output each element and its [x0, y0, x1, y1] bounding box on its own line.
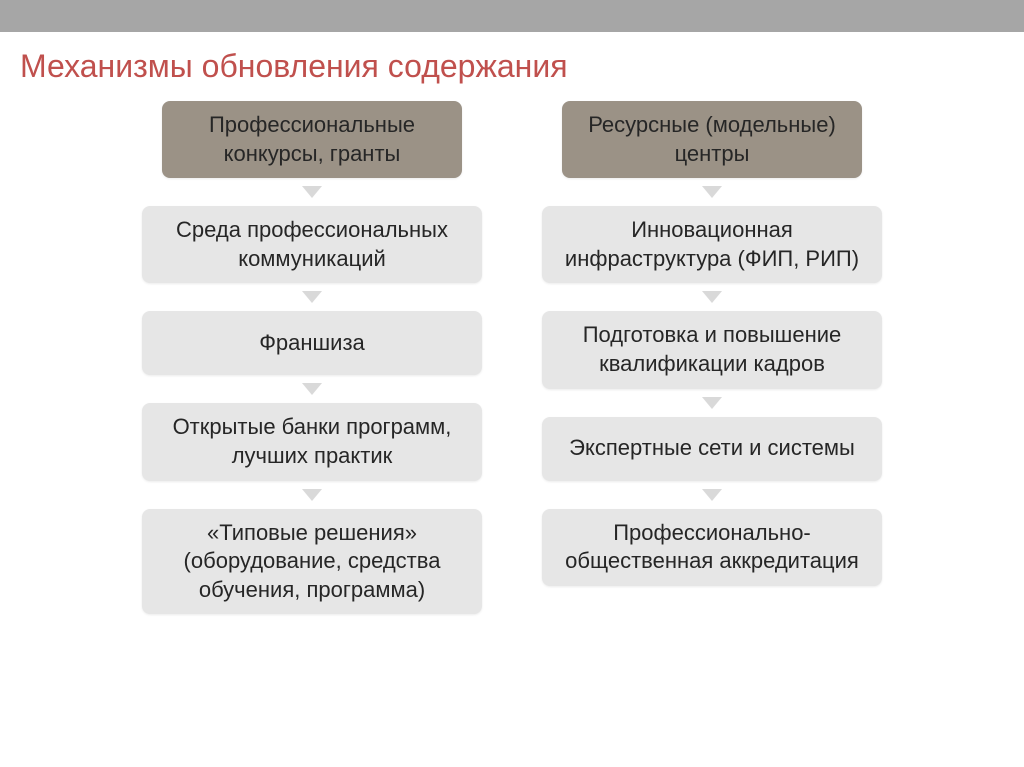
arrow-down-icon	[702, 397, 722, 409]
flow-box: Среда профессиональных коммуникаций	[142, 206, 482, 283]
arrow-down-icon	[702, 186, 722, 198]
top-bar	[0, 0, 1024, 32]
flow-box: Открытые банки программ, лучших практик	[142, 403, 482, 480]
flow-box: Экспертные сети и системы	[542, 417, 882, 481]
arrow-down-icon	[702, 489, 722, 501]
diagram-content: Профессиональные конкурсы, гранты Среда …	[0, 93, 1024, 634]
arrow-down-icon	[302, 489, 322, 501]
head-box: Профессиональные конкурсы, гранты	[162, 101, 462, 178]
flow-box: Инновационная инфраструктура (ФИП, РИП)	[542, 206, 882, 283]
arrow-down-icon	[302, 383, 322, 395]
head-box: Ресурсные (модельные) центры	[562, 101, 862, 178]
flow-box: «Типовые решения» (оборудование, средств…	[142, 509, 482, 615]
flow-box: Франшиза	[142, 311, 482, 375]
arrow-down-icon	[302, 186, 322, 198]
arrow-down-icon	[302, 291, 322, 303]
column-left: Профессиональные конкурсы, гранты Среда …	[142, 101, 482, 614]
column-right: Ресурсные (модельные) центры Инновационн…	[542, 101, 882, 614]
flow-box: Профессионально-общественная аккредитаци…	[542, 509, 882, 586]
arrow-down-icon	[702, 291, 722, 303]
page-title: Механизмы обновления содержания	[0, 32, 1024, 93]
flow-box: Подготовка и повышение квалификации кадр…	[542, 311, 882, 388]
